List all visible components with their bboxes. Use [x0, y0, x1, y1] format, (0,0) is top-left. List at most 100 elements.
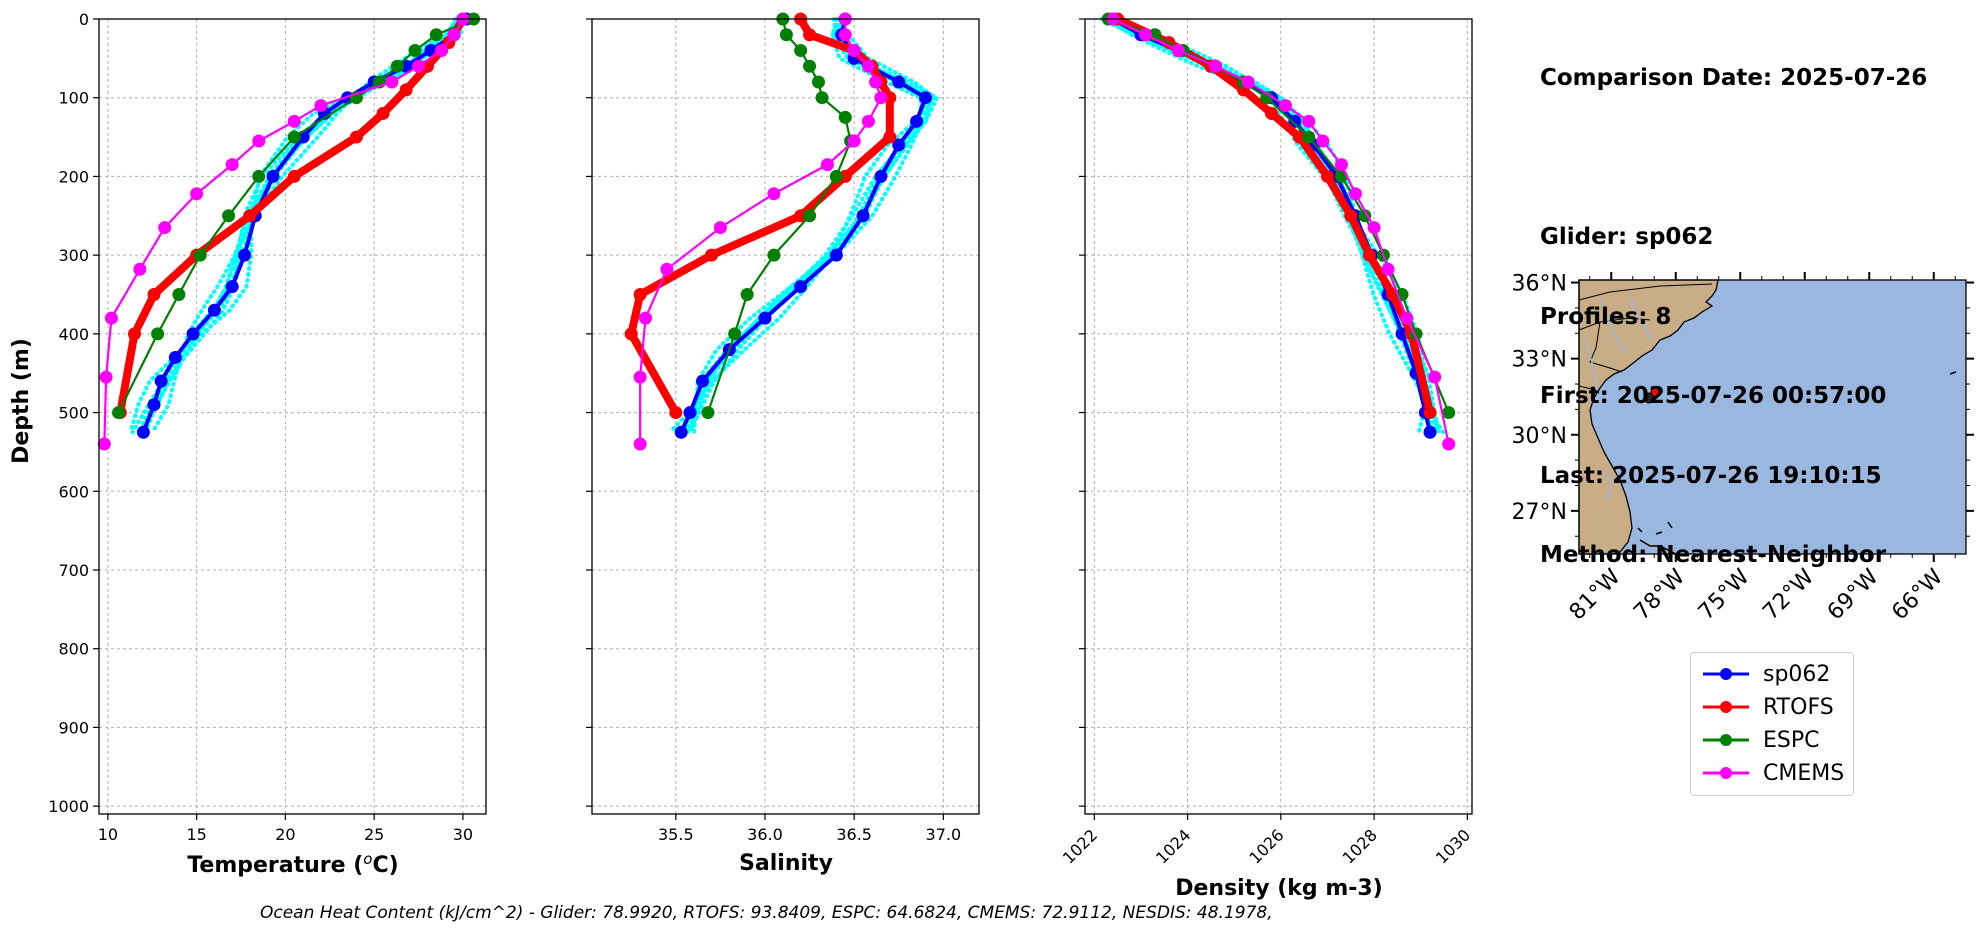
- cmems-point: [861, 114, 875, 128]
- sp062-point: [1395, 327, 1409, 341]
- cmems-point: [1139, 28, 1153, 42]
- y-tick-label: 100: [58, 89, 89, 108]
- sp062-point: [225, 280, 239, 294]
- rtofs-point: [287, 169, 301, 183]
- espc-point: [728, 327, 742, 341]
- legend-item-rtofs: RTOFS: [1701, 692, 1834, 722]
- x-tick-label: 10: [98, 825, 118, 844]
- sp062-point: [829, 248, 843, 262]
- x-tick-label: 30: [453, 825, 473, 844]
- glider-profile-line: [692, 17, 924, 435]
- y-tick-label: 1000: [48, 797, 89, 816]
- cmems-point: [869, 75, 883, 89]
- espc-point: [794, 43, 808, 57]
- espc-point: [803, 59, 817, 73]
- rtofs-point: [399, 83, 413, 97]
- sp062-point: [674, 425, 688, 439]
- cmems-point: [133, 262, 147, 276]
- sp062-point: [168, 350, 182, 364]
- espc-point: [1302, 130, 1316, 144]
- espc-point: [408, 43, 422, 57]
- temperature-panel: 10 15 20 25 30010020030040050060070080090010…: [48, 10, 487, 844]
- cmems-point: [225, 158, 239, 172]
- rtofs-point: [376, 106, 390, 120]
- sp062-point: [892, 75, 906, 89]
- sp062-point: [856, 209, 870, 223]
- salinity-panel: 35.5 36.0 36.5 37.0: [586, 12, 980, 844]
- density-panel: 1022 1024 1026 1028 1030: [1059, 12, 1474, 868]
- rtofs-line: [1115, 15, 1434, 414]
- legend-label: RTOFS: [1763, 694, 1834, 720]
- glider-position-marker: [1650, 386, 1662, 398]
- cmems-point: [847, 134, 861, 148]
- temperature-axis-label: Temperature (oC): [187, 850, 398, 878]
- rtofs-point: [243, 209, 257, 223]
- sp062-point: [1288, 114, 1302, 128]
- rtofs-point: [1344, 209, 1358, 223]
- rtofs-point: [883, 91, 897, 105]
- sp062-point: [207, 303, 221, 317]
- cmems-point: [847, 43, 861, 57]
- sp062-point: [266, 169, 280, 183]
- espc-point: [193, 248, 207, 262]
- legend-label: CMEMS: [1763, 760, 1845, 786]
- cmems-point: [1381, 262, 1395, 276]
- rtofs-point: [349, 130, 363, 144]
- cmems-point: [1278, 99, 1292, 113]
- rtofs-point: [147, 287, 161, 301]
- rtofs-point: [704, 248, 718, 262]
- cmems-point: [385, 75, 399, 89]
- sp062-point: [186, 327, 200, 341]
- map-frame: [1578, 279, 1967, 555]
- rtofs-point: [1292, 130, 1306, 144]
- espc-point: [1358, 209, 1372, 223]
- rtofs-point: [803, 28, 817, 42]
- axes-frame: [591, 18, 980, 815]
- legend-item-espc: ESPC: [1701, 725, 1820, 755]
- cmems-point: [287, 114, 301, 128]
- map-lat-label: 27°N: [1512, 500, 1567, 525]
- cmems-point: [435, 43, 449, 57]
- espc-line: [1107, 17, 1450, 413]
- x-tick-label: 20: [275, 825, 295, 844]
- sp062-point: [683, 406, 697, 420]
- x-tick-label: 1022: [1059, 825, 1101, 867]
- legend-item-cmems: CMEMS: [1701, 758, 1844, 788]
- espc-point: [1442, 406, 1456, 420]
- espc-point: [429, 28, 443, 42]
- cmems-point: [104, 311, 118, 325]
- cmems-point: [1316, 134, 1330, 148]
- cmems-point: [1400, 311, 1414, 325]
- espc-point: [151, 327, 165, 341]
- espc-point: [287, 130, 301, 144]
- y-tick-label: 200: [58, 167, 89, 186]
- sp062-point: [154, 374, 168, 388]
- cmems-point: [633, 370, 647, 384]
- profile-count: Profiles: 8: [1540, 303, 1672, 330]
- sp062-point: [147, 398, 161, 412]
- glider-profile-line: [667, 17, 938, 435]
- espc-point: [803, 209, 817, 223]
- rtofs-point: [794, 209, 808, 223]
- cmems-point: [447, 28, 461, 42]
- cmems-point: [820, 158, 834, 172]
- cmems-point: [1241, 75, 1255, 89]
- sp062-point: [910, 114, 924, 128]
- cmems-point: [633, 437, 647, 451]
- glider-profile-line: [1106, 17, 1428, 435]
- espc-point: [779, 28, 793, 42]
- cmems-point: [1348, 187, 1362, 201]
- sp062-point: [238, 248, 252, 262]
- legend-swatch: [1703, 734, 1749, 746]
- legend-label: ESPC: [1763, 727, 1820, 753]
- y-tick-label: 600: [58, 482, 89, 501]
- glider-profile-line: [1099, 17, 1437, 435]
- glider-profile-line: [1111, 17, 1435, 435]
- espc-point: [811, 75, 825, 89]
- y-tick-label: 0: [79, 10, 89, 29]
- cmems-point: [660, 262, 674, 276]
- cmems-point: [158, 221, 172, 235]
- cmems-point: [314, 99, 328, 113]
- x-tick-label: 1028: [1339, 825, 1381, 867]
